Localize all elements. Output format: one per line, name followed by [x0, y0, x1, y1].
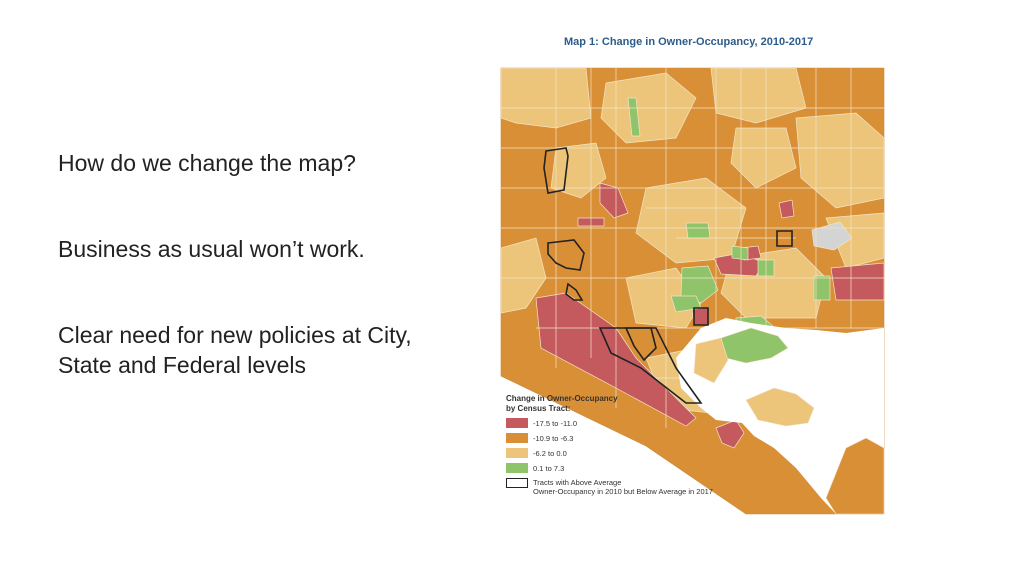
outlined-tract [776, 230, 793, 247]
tract-region [745, 387, 815, 427]
tract-region [501, 237, 547, 314]
tract-decline-high [599, 182, 629, 219]
legend-swatch [506, 463, 528, 473]
legend-outline-label-1: Tracts with Above Average [533, 478, 622, 487]
tract-region [710, 68, 807, 124]
legend-item: 0.1 to 7.3 [506, 462, 746, 474]
outlined-tract [547, 239, 585, 271]
outlined-tract [598, 327, 703, 404]
tract-region [501, 68, 592, 129]
tract-region [825, 437, 885, 515]
legend-swatch [506, 418, 528, 428]
map-figure: Map 1: Change in Owner-Occupancy, 2010-2… [496, 28, 896, 528]
tract-region [730, 127, 797, 189]
outlined-tract [543, 147, 569, 194]
tract-increase [685, 222, 711, 239]
tract-region [693, 337, 729, 384]
bullet-business: Business as usual won’t work. [58, 236, 365, 262]
legend-subtitle: by Census Tract: [506, 404, 571, 413]
legend-label: -6.2 to 0.0 [533, 448, 567, 458]
bullet-question: How do we change the map? [58, 150, 356, 176]
tract-increase [731, 245, 749, 261]
tract-no-data [811, 221, 853, 251]
legend-outline-label-2: Owner-Occupancy in 2010 but Below Averag… [533, 487, 713, 496]
legend-item: -10.9 to -6.3 [506, 432, 746, 444]
choropleth-map [500, 67, 885, 515]
legend-item: -6.2 to 0.0 [506, 447, 746, 459]
outlined-tract [565, 282, 584, 301]
tract-increase [680, 265, 719, 304]
map-title: Map 1: Change in Owner-Occupancy, 2010-2… [564, 36, 814, 48]
legend-title: Change in Owner-Occupancy [506, 394, 618, 403]
tract-decline-high [778, 199, 795, 219]
map-legend: Change in Owner-Occupancy by Census Trac… [506, 394, 746, 496]
legend-swatch [506, 433, 528, 443]
tract-increase [627, 97, 641, 137]
legend-label: -10.9 to -6.3 [533, 433, 574, 443]
legend-swatch [506, 448, 528, 458]
bullet-policies: Clear need for new policies at City, Sta… [58, 322, 412, 378]
legend-item: -17.5 to -11.0 [506, 417, 746, 429]
tract-decline-high [830, 262, 884, 301]
legend-outline-item: Tracts with Above Average Owner-Occupanc… [506, 478, 746, 496]
legend-label: -17.5 to -11.0 [533, 418, 578, 428]
legend-label: 0.1 to 7.3 [533, 463, 565, 473]
tract-increase [813, 275, 831, 301]
legend-outline-swatch [506, 478, 528, 488]
outlined-tract [693, 307, 709, 326]
tract-region [795, 112, 884, 209]
tract-increase [720, 327, 789, 364]
